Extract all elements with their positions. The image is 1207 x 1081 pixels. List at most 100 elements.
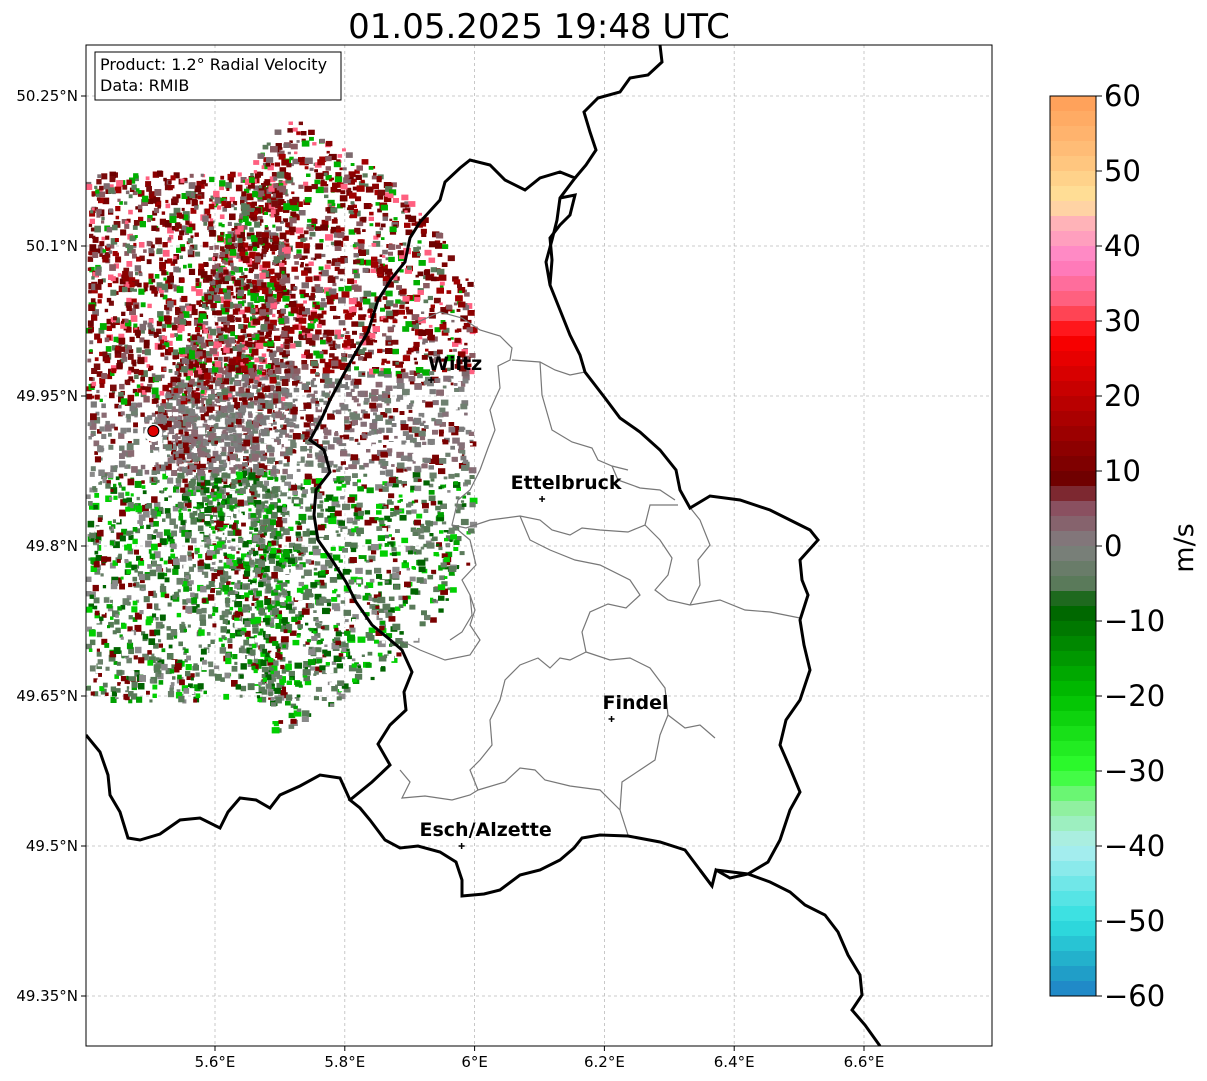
echo-pixel [323, 384, 329, 389]
echo-pixel [392, 646, 397, 650]
echo-pixel [362, 595, 369, 601]
echo-pixel [405, 434, 414, 440]
echo-pixel [295, 201, 303, 207]
echo-pixel [448, 570, 455, 576]
echo-pixel [314, 670, 319, 675]
echo-pixel [374, 610, 381, 615]
echo-pixel [185, 387, 192, 393]
echo-pixel [438, 486, 443, 490]
echo-pixel [308, 646, 314, 651]
echo-pixel [354, 378, 362, 385]
echo-pixel [243, 559, 251, 566]
echo-pixel [243, 443, 251, 450]
echo-pixel [390, 589, 395, 593]
echo-pixel [292, 381, 298, 386]
echo-pixel [315, 243, 323, 250]
echo-pixel [240, 402, 248, 408]
echo-pixel [250, 547, 255, 552]
echo-pixel [237, 547, 241, 551]
echo-pixel [263, 526, 267, 530]
echo-pixel [234, 566, 241, 572]
echo-pixel [356, 185, 365, 192]
echo-pixel [447, 490, 451, 493]
echo-pixel [191, 390, 197, 395]
echo-pixel [235, 595, 241, 599]
echo-pixel [322, 535, 329, 540]
echo-pixel [348, 665, 357, 672]
echo-pixel [350, 212, 358, 219]
echo-pixel [462, 374, 470, 381]
echo-pixel [336, 696, 342, 701]
echo-pixel [326, 295, 331, 300]
echo-pixel [368, 597, 373, 601]
echo-pixel [277, 150, 285, 157]
echo-pixel [455, 295, 463, 302]
echo-pixel [396, 571, 401, 575]
echo-pixel [247, 395, 253, 401]
echo-pixel [459, 568, 464, 572]
echo-pixel [358, 417, 363, 421]
echo-pixel [380, 204, 388, 211]
echo-pixel [252, 384, 258, 389]
echo-pixel [330, 546, 336, 551]
echo-pixel [469, 475, 475, 479]
echo-pixel [310, 503, 314, 507]
echo-pixel [196, 517, 202, 522]
echo-pixel [450, 337, 454, 340]
echo-pixel [296, 525, 303, 530]
echo-pixel [319, 579, 325, 584]
echo-pixel [466, 363, 472, 368]
echo-pixel [355, 341, 360, 345]
echo-pixel [226, 581, 231, 585]
echo-pixel [304, 667, 308, 670]
echo-pixel [459, 551, 465, 556]
echo-pixel [448, 473, 455, 479]
echo-pixel [364, 397, 370, 403]
echo-pixel [196, 384, 201, 388]
echo-pixel [449, 539, 453, 542]
echo-pixel [460, 315, 468, 322]
echo-pixel [368, 459, 375, 464]
echo-pixel [190, 456, 198, 463]
echo-pixel [432, 368, 436, 372]
echo-pixel [363, 298, 371, 305]
echo-pixel [411, 323, 419, 329]
echo-pixel [384, 304, 391, 310]
echo-pixel [392, 324, 396, 328]
echo-pixel [301, 608, 310, 615]
echo-pixel [372, 326, 380, 332]
echo-pixel [235, 365, 239, 368]
echo-pixel [354, 169, 360, 174]
echo-pixel [360, 591, 365, 596]
echo-pixel [458, 365, 467, 372]
echo-pixel [448, 566, 457, 572]
echo-pixel [396, 377, 404, 383]
echo-pixel [391, 547, 397, 552]
echo-pixel [338, 559, 343, 563]
echo-pixel [455, 536, 462, 542]
echo-pixel [264, 606, 269, 610]
echo-pixel [351, 526, 359, 533]
echo-pixel [271, 727, 280, 734]
echo-pixel [243, 251, 249, 256]
echo-pixel [335, 172, 342, 177]
echo-pixel [340, 190, 346, 195]
echo-pixel [235, 266, 243, 273]
echo-pixel [223, 374, 232, 381]
echo-pixel [322, 333, 329, 338]
echo-pixel [413, 357, 417, 361]
echo-pixel [432, 231, 440, 238]
echo-pixel [321, 253, 326, 258]
echo-pixel [302, 656, 307, 661]
echo-pixel [207, 500, 213, 505]
echo-pixel [323, 570, 329, 574]
echo-pixel [373, 598, 379, 603]
echo-pixel [287, 151, 291, 155]
echo-pixel [313, 417, 319, 422]
echo-pixel [331, 597, 338, 602]
echo-pixel [318, 319, 326, 326]
echo-pixel [160, 403, 166, 408]
echo-pixel [454, 329, 459, 333]
echo-pixel [432, 536, 438, 541]
echo-pixel [418, 534, 424, 539]
